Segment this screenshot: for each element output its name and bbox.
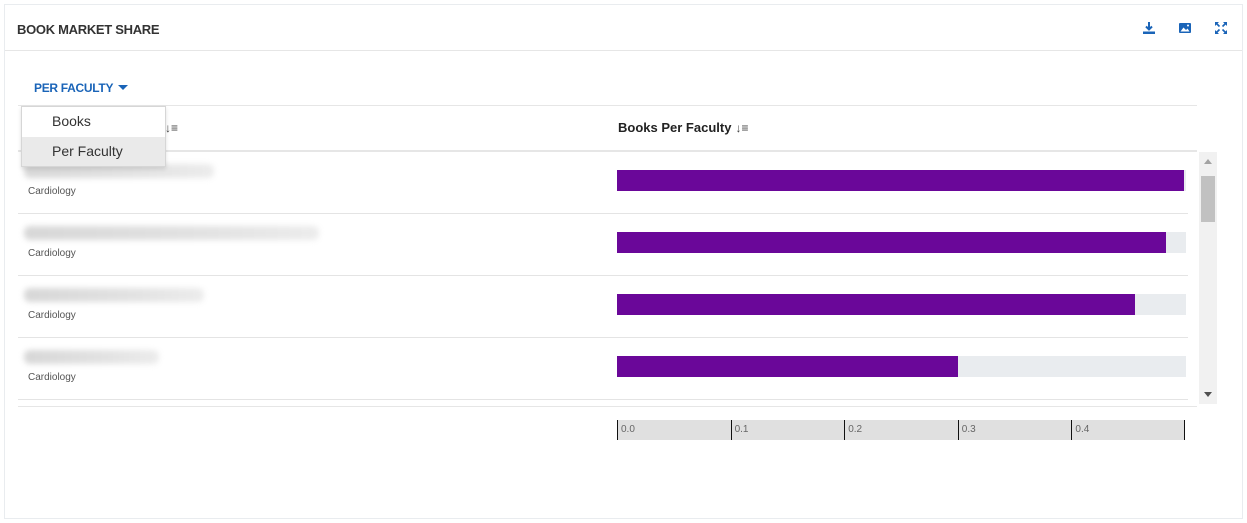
download-icon[interactable] [1142, 21, 1156, 35]
axis-tick-label: 0.2 [848, 424, 863, 435]
bar [617, 170, 1184, 191]
table-row[interactable]: Cardiology [18, 214, 1188, 276]
redacted-name [24, 164, 214, 178]
bar [617, 356, 959, 377]
sort-icon: ↓≡ [165, 121, 179, 135]
bar-track [617, 356, 1186, 377]
panel-title: BOOK MARKET SHARE [17, 22, 160, 37]
caret-down-icon [118, 85, 129, 91]
scroll-up-icon[interactable] [1204, 159, 1212, 164]
axis-tick [617, 420, 618, 440]
axis-end-tick [1184, 420, 1185, 440]
table-row[interactable]: Cardiology [18, 338, 1188, 400]
table-top-divider [18, 105, 1197, 106]
scroll-down-icon[interactable] [1204, 392, 1212, 397]
table-row[interactable]: Cardiology [18, 152, 1188, 214]
image-icon[interactable] [1178, 21, 1192, 35]
header-divider [18, 150, 1197, 152]
row-faculty: Cardiology [28, 310, 76, 321]
redacted-name [24, 226, 319, 240]
dropdown-option-per-faculty[interactable]: Per Faculty [22, 137, 165, 166]
header-actions [1142, 21, 1228, 35]
bar-track [617, 294, 1186, 315]
books-per-faculty-header[interactable]: Books Per Faculty ↓≡ [618, 120, 748, 135]
table-bottom-divider [18, 406, 1197, 407]
table-row[interactable]: Cardiology [18, 276, 1188, 338]
sort-descending-icon: ↓≡ [735, 121, 749, 135]
filter-label: PER FACULTY [34, 81, 114, 95]
filter-dropdown-menu: Books Per Faculty [21, 106, 166, 167]
redacted-name [24, 288, 204, 302]
table-body: Cardiology Cardiology Cardiology Cardiol… [18, 152, 1197, 404]
axis-tick [730, 420, 732, 440]
axis-tick-label: 0.0 [621, 424, 635, 435]
axis-tick [1071, 420, 1073, 440]
vertical-scrollbar[interactable] [1199, 152, 1217, 404]
per-faculty-dropdown[interactable]: PER FACULTY [34, 81, 129, 95]
bar [617, 294, 1135, 315]
axis-tick-label: 0.1 [734, 424, 749, 435]
expand-icon[interactable] [1214, 21, 1228, 35]
bar-track [617, 232, 1186, 253]
axis-tick-label: 0.3 [961, 424, 976, 435]
row-faculty: Cardiology [28, 372, 76, 383]
column-2-header-label: Books Per Faculty [618, 120, 732, 135]
x-axis: 0.0 0.1 0.2 0.3 0.4 [617, 420, 1185, 440]
column-1-header[interactable]: ↓≡ [161, 121, 178, 135]
row-faculty: Cardiology [28, 248, 76, 259]
bar [617, 232, 1166, 253]
axis-tick [844, 420, 846, 440]
panel-header: BOOK MARKET SHARE [5, 5, 1242, 51]
row-faculty: Cardiology [28, 186, 76, 197]
dropdown-option-books[interactable]: Books [52, 113, 91, 129]
scroll-thumb[interactable] [1201, 176, 1215, 222]
axis-tick-label: 0.4 [1075, 424, 1090, 435]
bar-track [617, 170, 1186, 191]
redacted-name [24, 350, 159, 364]
axis-tick [957, 420, 959, 440]
